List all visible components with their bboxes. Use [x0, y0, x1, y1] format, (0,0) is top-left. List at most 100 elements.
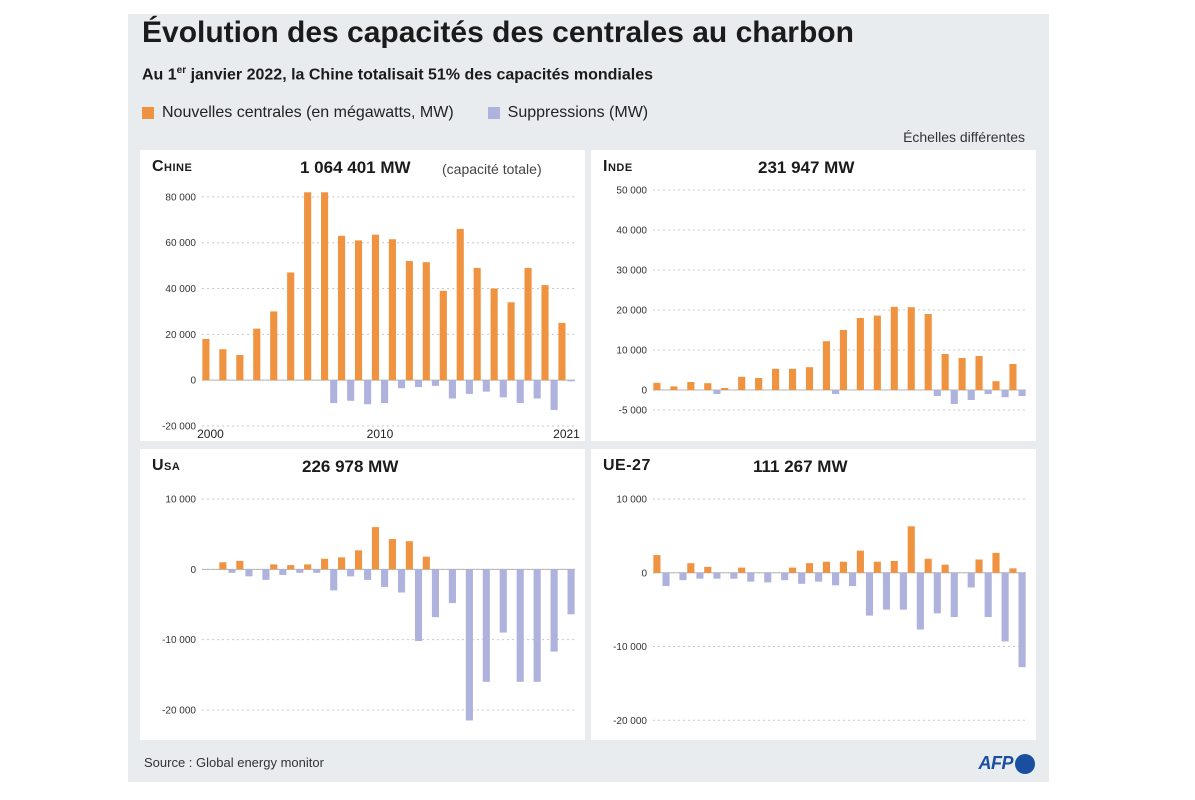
- bar-removed: [228, 569, 236, 573]
- bar-removed: [482, 380, 490, 392]
- bar-removed: [696, 572, 704, 579]
- bar-new: [541, 285, 549, 381]
- legend-swatch-removed: [487, 107, 500, 119]
- bar-removed: [967, 572, 975, 588]
- legend-label-removed: Suppressions (MW): [507, 104, 649, 121]
- bar-removed: [832, 390, 840, 394]
- y-tick-label: 20 000: [165, 330, 196, 341]
- bar-new: [337, 235, 346, 381]
- bar-removed: [516, 380, 524, 404]
- bar-new: [924, 558, 932, 573]
- chart-panel-usa: Usa 226 978 MW -20 000 -10 000 0 10 000: [140, 449, 585, 740]
- bar-removed: [347, 380, 355, 401]
- chart-svg-eu27: -20 000 -10 000 0 10 000: [613, 495, 1026, 727]
- panel-title-india: Inde: [603, 158, 633, 175]
- bar-new: [287, 272, 295, 381]
- bar-removed: [397, 380, 406, 389]
- bar-removed: [431, 380, 440, 386]
- bar-removed: [848, 572, 857, 587]
- bar-removed: [431, 569, 440, 618]
- infographic: Évolution des capacités des centrales au…: [128, 14, 1049, 782]
- bar-new: [975, 559, 983, 573]
- bar-new: [687, 382, 695, 390]
- bar-removed: [713, 572, 721, 579]
- afp-logo-text: AFP: [978, 753, 1014, 773]
- bar-removed: [899, 572, 907, 610]
- bar-removed: [950, 390, 958, 404]
- bar-new: [354, 240, 363, 381]
- bar-new: [219, 562, 227, 570]
- bar-removed: [764, 572, 772, 583]
- y-tick-label: 0: [641, 568, 647, 579]
- legend-item-removed: Suppressions (MW): [487, 104, 649, 122]
- bar-removed: [465, 569, 473, 721]
- bar-removed: [933, 572, 941, 614]
- bar-removed: [516, 569, 524, 682]
- bar-new: [490, 288, 498, 381]
- bar-removed: [533, 380, 541, 399]
- bar-new: [270, 311, 278, 381]
- bar-new: [670, 386, 678, 390]
- bar-new: [507, 302, 515, 381]
- bar-removed: [815, 572, 823, 582]
- y-tick-label: 0: [190, 376, 196, 387]
- bar-removed: [730, 572, 738, 579]
- bar-removed: [347, 569, 355, 577]
- chart-panel-eu27: UE-27 111 267 MW -20 000 -10 000 0 10 000: [591, 449, 1036, 740]
- bar-new: [805, 563, 814, 573]
- chart-panel-india: Inde 231 947 MW -5 000 0 10 000 20 000 30 00…: [591, 150, 1036, 441]
- bar-removed: [262, 569, 270, 580]
- y-tick-label: -5 000: [619, 406, 648, 417]
- subtitle-start: Au 1: [142, 66, 177, 84]
- bar-new: [405, 261, 413, 381]
- bar-new: [236, 560, 244, 570]
- bar-removed: [832, 572, 840, 586]
- bar-new: [388, 239, 396, 381]
- bar-removed: [933, 390, 941, 396]
- bar-removed: [882, 572, 891, 610]
- bar-removed: [279, 569, 287, 575]
- bar-new: [721, 388, 729, 390]
- bar-removed: [245, 569, 253, 577]
- bar-removed: [448, 569, 456, 604]
- bar-new: [236, 354, 244, 381]
- bar-new: [456, 228, 464, 381]
- bar-new: [856, 318, 864, 390]
- bar-removed: [330, 569, 338, 591]
- bar-removed: [1018, 572, 1026, 668]
- bar-removed: [296, 569, 304, 573]
- bar-new: [839, 561, 847, 573]
- afp-logo-dot-icon: [1015, 753, 1035, 774]
- y-tick-label: -10 000: [613, 642, 647, 653]
- bar-new: [202, 338, 210, 381]
- x-tick-label: 2000: [197, 427, 224, 441]
- y-tick-label: -20 000: [162, 705, 196, 716]
- bar-removed: [533, 569, 541, 682]
- bar-new: [873, 315, 881, 390]
- y-tick-label: 60 000: [165, 238, 196, 249]
- y-tick-label: 10 000: [616, 495, 647, 506]
- panel-note-china: (capacité totale): [442, 161, 542, 177]
- bar-new: [304, 564, 312, 570]
- bar-new: [788, 567, 797, 573]
- bar-removed: [499, 569, 507, 633]
- bar-new: [473, 267, 481, 381]
- bar-new: [992, 552, 1000, 573]
- bar-removed: [747, 572, 755, 582]
- bar-removed: [550, 569, 558, 652]
- bar-new: [405, 541, 413, 570]
- scales-note: Échelles différentes: [903, 129, 1025, 145]
- bar-new: [856, 550, 864, 573]
- legend-item-new: Nouvelles centrales (en mégawatts, MW): [142, 104, 454, 122]
- bar-removed: [713, 390, 721, 394]
- bar-new: [907, 526, 915, 573]
- panel-title-usa: Usa: [152, 457, 181, 474]
- bar-removed: [330, 380, 338, 404]
- legend: Nouvelles centrales (en mégawatts, MW) S…: [142, 104, 682, 122]
- bar-removed: [679, 572, 687, 581]
- bar-new: [524, 267, 532, 381]
- bar-new: [788, 368, 797, 390]
- page-title: Évolution des capacités des centrales au…: [142, 16, 854, 49]
- panel-total-usa: 226 978 MW: [302, 457, 399, 476]
- bar-new: [653, 555, 661, 573]
